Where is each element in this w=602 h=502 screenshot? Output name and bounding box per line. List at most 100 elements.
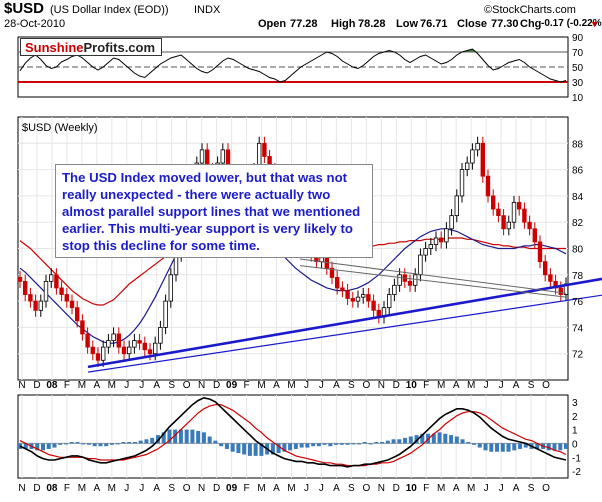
price-x-label: A bbox=[333, 380, 340, 391]
macd-histogram-bar bbox=[403, 437, 408, 444]
high-label: High bbox=[331, 18, 356, 30]
price-x-label: A bbox=[453, 380, 460, 391]
candle-body bbox=[334, 277, 340, 289]
candle-body bbox=[506, 221, 511, 230]
candle-body bbox=[173, 254, 179, 276]
candle-body bbox=[121, 346, 127, 355]
candle-body bbox=[111, 333, 116, 341]
macd-histogram-bar bbox=[121, 442, 126, 444]
macd-histogram-bar bbox=[414, 435, 419, 444]
candle-body bbox=[470, 149, 475, 164]
macd-histogram-bar bbox=[431, 433, 436, 444]
macd-histogram-bar bbox=[259, 443, 264, 456]
macd-histogram-bar bbox=[558, 443, 563, 451]
candle-body bbox=[490, 195, 496, 210]
price-tick-label: 88 bbox=[572, 139, 584, 150]
macd-histogram-bar bbox=[253, 443, 258, 456]
price-tick-label: 72 bbox=[572, 350, 584, 361]
macd-histogram-bar bbox=[552, 443, 557, 451]
price-tick-label: 86 bbox=[572, 166, 584, 177]
macd-histogram-bar bbox=[150, 437, 155, 444]
price-x-label: A bbox=[153, 380, 160, 391]
candle-body bbox=[537, 241, 543, 263]
price-tick-label: 78 bbox=[572, 271, 584, 282]
candle-body bbox=[527, 221, 532, 230]
axis-layer: 1030507090NNDD0808FFMMAAMMJJJJAASSOONNDD… bbox=[18, 33, 583, 494]
price-x-label: J bbox=[484, 380, 489, 391]
macd-histogram-bar bbox=[420, 433, 425, 444]
price-x-label: D bbox=[33, 380, 40, 391]
macd-histogram-bar bbox=[127, 442, 132, 444]
macd-tick-label: -2 bbox=[572, 467, 581, 478]
price-x-label: J bbox=[319, 380, 324, 391]
macd-tick-label: 3 bbox=[572, 398, 578, 409]
candle-body bbox=[386, 294, 392, 309]
sunshine-profits-logo[interactable]: SunshineProfits.com bbox=[20, 38, 162, 56]
macd-histogram-bar bbox=[270, 443, 275, 455]
candle-body bbox=[485, 175, 491, 197]
candle-body bbox=[517, 202, 522, 210]
candle-body bbox=[127, 346, 132, 355]
macd-x-label: A bbox=[453, 483, 460, 494]
candle-body bbox=[220, 149, 225, 164]
macd-histogram-bar bbox=[190, 429, 195, 444]
price-x-label: M bbox=[108, 380, 116, 391]
macd-x-label: J bbox=[499, 483, 504, 494]
macd-x-label: J bbox=[319, 483, 324, 494]
macd-histogram-bar bbox=[328, 443, 333, 447]
candle-body bbox=[392, 284, 397, 295]
candle-body bbox=[558, 287, 563, 295]
macd-histogram-bar bbox=[385, 440, 390, 444]
macd-histogram-bar bbox=[380, 442, 385, 444]
price-tick-label: 80 bbox=[572, 245, 584, 256]
macd-x-label: J bbox=[304, 483, 309, 494]
change-label: Chg bbox=[520, 18, 542, 30]
price-x-label: O bbox=[362, 380, 370, 391]
macd-x-label: J bbox=[484, 483, 489, 494]
support-line bbox=[299, 265, 567, 298]
candle-body bbox=[142, 342, 147, 351]
macd-x-label: M bbox=[108, 483, 116, 494]
macd-histogram-bar bbox=[138, 440, 143, 444]
candle-body bbox=[438, 237, 444, 243]
macd-histogram-bar bbox=[454, 436, 459, 444]
candle-body bbox=[116, 333, 121, 348]
macd-histogram-bar bbox=[500, 443, 505, 452]
candle-body bbox=[543, 261, 548, 276]
macd-histogram-bar bbox=[104, 443, 109, 447]
rsi-tick-label: 10 bbox=[572, 93, 584, 104]
macd-histogram-bar bbox=[236, 443, 241, 454]
macd-x-label: 08 bbox=[46, 483, 58, 494]
symbol-name: (US Dollar Index (EOD)) bbox=[50, 4, 169, 16]
macd-histogram-bar bbox=[184, 429, 189, 444]
candle-body bbox=[137, 340, 142, 344]
candle-body bbox=[101, 346, 106, 361]
macd-layer bbox=[18, 396, 568, 468]
macd-histogram-bar bbox=[58, 443, 63, 445]
rsi-tick-label: 30 bbox=[572, 78, 584, 89]
candle-body bbox=[397, 274, 402, 286]
macd-histogram-bar bbox=[495, 443, 500, 452]
candle-body bbox=[418, 254, 423, 276]
macd-tick-label: 2 bbox=[572, 412, 578, 423]
candle-body bbox=[350, 298, 355, 302]
macd-x-label: 10 bbox=[406, 483, 418, 494]
price-x-label: N bbox=[198, 380, 205, 391]
rsi-tick-label: 70 bbox=[572, 48, 584, 59]
macd-histogram-bar bbox=[472, 443, 477, 445]
candle-body bbox=[433, 237, 439, 245]
rsi-line bbox=[19, 48, 567, 83]
rsi-tick-label: 90 bbox=[572, 33, 584, 44]
macd-histogram-bar bbox=[219, 443, 224, 447]
candle-body bbox=[407, 280, 413, 286]
candle-body bbox=[522, 208, 527, 223]
candle-body bbox=[355, 296, 361, 302]
macd-histogram-bar bbox=[167, 429, 172, 444]
macd-histogram-bar bbox=[535, 443, 540, 449]
macd-x-label: J bbox=[124, 483, 129, 494]
macd-histogram-bar bbox=[52, 443, 57, 448]
candle-body bbox=[532, 228, 537, 243]
candle-body bbox=[449, 215, 454, 230]
candle-body bbox=[17, 277, 23, 282]
macd-histogram-bar bbox=[207, 436, 212, 444]
